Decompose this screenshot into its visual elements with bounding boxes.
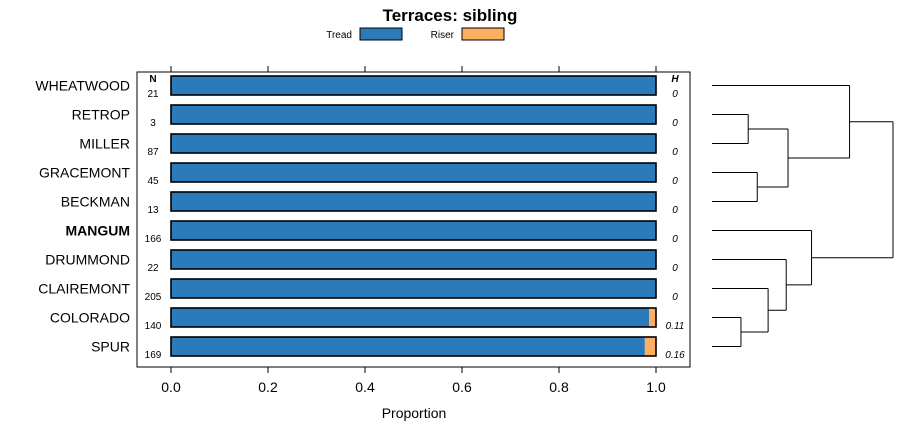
- bar-segment-tread: [171, 163, 656, 182]
- x-tick-label: 0.2: [258, 379, 278, 395]
- h-value: 0: [672, 147, 678, 158]
- n-value: 3: [150, 118, 156, 129]
- bar-segment-tread: [171, 221, 656, 240]
- row-label: WHEATWOOD: [35, 78, 130, 94]
- bar-outline: [170, 336, 657, 357]
- row-label: BECKMAN: [61, 194, 130, 210]
- bar-segment-tread: [171, 308, 650, 327]
- bar-segment-riser: [649, 308, 656, 327]
- bar-rows: WHEATWOOD 21 0 RETROP 3 0 MILLER 87 0 GRACEMONT 45…: [35, 75, 685, 361]
- row-label: CLAIREMONT: [38, 281, 130, 297]
- row-label: MILLER: [79, 136, 130, 152]
- n-value: 13: [147, 205, 159, 216]
- x-tick-label: 1.0: [646, 379, 666, 395]
- bar-segment-tread: [171, 279, 656, 298]
- n-value: 166: [145, 234, 162, 245]
- h-value: 0.16: [665, 350, 685, 361]
- bar-segment-tread: [171, 76, 656, 95]
- n-value: 205: [145, 292, 162, 303]
- row-label: MANGUM: [65, 223, 130, 239]
- row-label: SPUR: [91, 339, 130, 355]
- n-value: 140: [145, 321, 162, 332]
- legend-label-tread: Tread: [326, 30, 352, 41]
- h-value: 0: [672, 292, 678, 303]
- row-label: RETROP: [72, 107, 130, 123]
- bar-outline: [170, 307, 657, 328]
- n-value: 169: [145, 350, 162, 361]
- h-value: 0: [672, 263, 678, 274]
- bar-segment-tread: [171, 105, 656, 124]
- h-value: 0: [672, 205, 678, 216]
- n-value: 87: [147, 147, 159, 158]
- h-value: 0.11: [666, 321, 685, 332]
- x-tick-label: 0.0: [161, 379, 181, 395]
- h-column-header: H: [671, 74, 679, 85]
- bar-outline: [170, 162, 657, 183]
- h-value: 0: [672, 118, 678, 129]
- bar-segment-tread: [171, 192, 656, 211]
- h-value: 0: [672, 89, 678, 100]
- dendrogram: [712, 85, 894, 347]
- legend: Tread Riser: [326, 27, 505, 41]
- x-tick-label: 0.6: [452, 379, 472, 395]
- row-label: GRACEMONT: [39, 165, 130, 181]
- h-value: 0: [672, 234, 678, 245]
- row-label: DRUMMOND: [45, 252, 130, 268]
- h-value: 0: [672, 176, 678, 187]
- x-tick-label: 0.4: [355, 379, 375, 395]
- bar-outline: [170, 75, 657, 96]
- n-value: 21: [147, 89, 159, 100]
- bar-segment-riser: [644, 337, 656, 356]
- chart-title: Terraces: sibling: [383, 6, 518, 25]
- bar-outline: [170, 133, 657, 154]
- row-label: COLORADO: [50, 310, 130, 326]
- bar-outline: [170, 278, 657, 299]
- legend-label-riser: Riser: [431, 30, 455, 41]
- bar-outline: [170, 249, 657, 270]
- bar-segment-tread: [171, 337, 645, 356]
- x-axis-label: Proportion: [382, 405, 447, 421]
- bar-outline: [170, 220, 657, 241]
- plot-frame: [136, 71, 691, 368]
- bar-outline: [170, 104, 657, 125]
- x-tick-label: 0.8: [549, 379, 569, 395]
- bar-segment-tread: [171, 134, 656, 153]
- n-value: 45: [147, 176, 159, 187]
- legend-swatch-riser: [461, 27, 505, 41]
- n-value: 22: [147, 263, 159, 274]
- n-column-header: N: [149, 74, 156, 85]
- bar-segment-tread: [171, 250, 656, 269]
- legend-swatch-tread: [359, 27, 403, 41]
- bar-outline: [170, 191, 657, 212]
- x-axis: 0.0 0.2 0.4 0.6 0.8 1.0: [161, 66, 666, 395]
